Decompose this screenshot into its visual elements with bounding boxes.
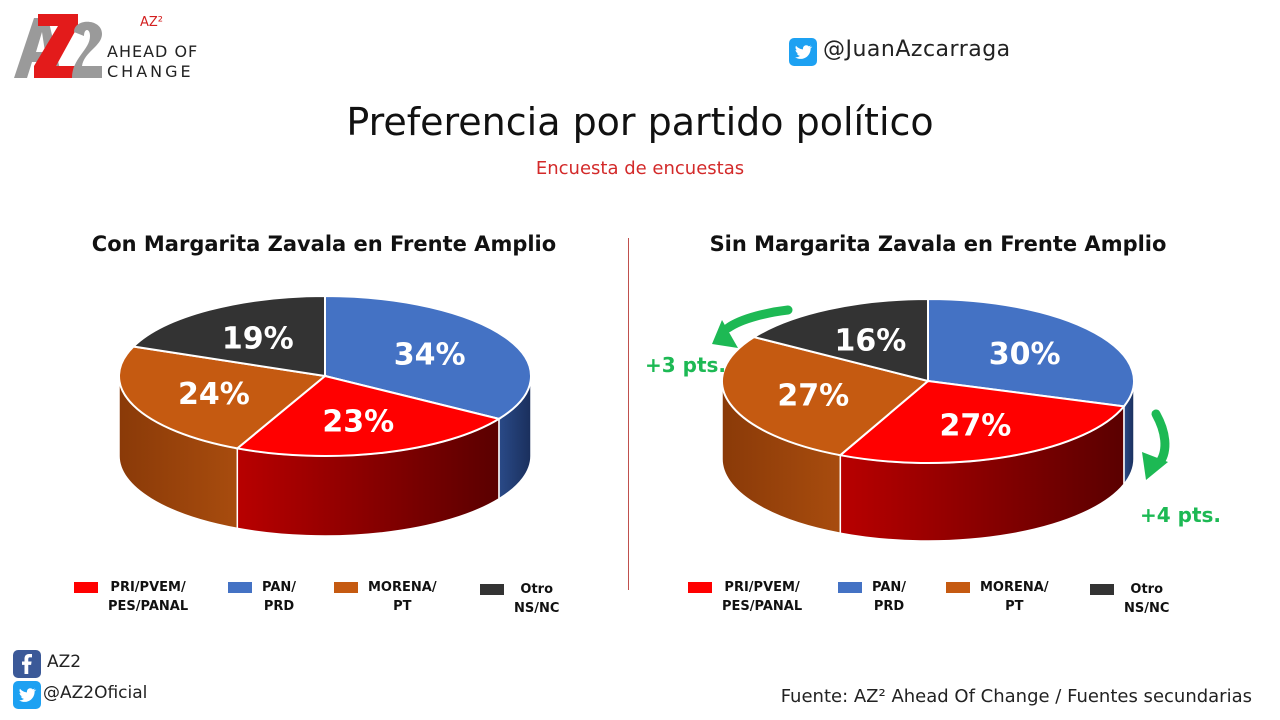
legend-label: PRI/PVEM/ PES/PANAL: [722, 580, 803, 614]
pie-slice-pri-pvem-pes-panal: [838, 379, 1126, 464]
legend-right-pri: PRI/PVEM/ PES/PANAL: [688, 578, 802, 616]
pie-slice-pri-pvem-pes-panal: [234, 374, 502, 457]
facebook-label: AZ2: [47, 652, 82, 672]
arrow-right-change: [1151, 409, 1170, 467]
legend-swatch: [946, 582, 970, 593]
legend-right-morena: MORENA/ PT: [946, 578, 1049, 616]
facebook-icon: [13, 650, 41, 678]
legend-label: Otro NS/NC: [514, 582, 560, 616]
chart-divider: [628, 238, 629, 590]
annotation-right: +4 pts.: [1140, 503, 1221, 527]
chart-title-right: Sin Margarita Zavala en Frente Amplio: [709, 232, 1167, 256]
pie-slice-otro-ns-nc: [751, 297, 929, 383]
arrow-right-head: [1142, 452, 1168, 480]
legend-swatch: [228, 582, 252, 593]
legend-swatch: [334, 582, 358, 593]
brand-line-1: AHEAD OF: [107, 42, 199, 61]
legend-swatch: [74, 582, 98, 593]
pie-data-label: 16%: [835, 323, 907, 358]
pie-data-label: 23%: [322, 405, 394, 440]
legend-label: MORENA/ PT: [368, 580, 437, 614]
pie-data-label: 34%: [394, 338, 466, 373]
legend-left-pan: PAN/ PRD: [228, 578, 296, 616]
pie-slice-pan-prd: [927, 297, 1135, 408]
chart-title-left: Con Margarita Zavala en Frente Amplio: [91, 232, 557, 256]
annotation-left: +3 pts.: [645, 353, 726, 377]
legend-swatch: [688, 582, 712, 593]
legend-label: MORENA/ PT: [980, 580, 1049, 614]
legend-right-otro: Otro NS/NC: [1090, 580, 1169, 618]
pie-data-label: 30%: [989, 337, 1061, 372]
legend-label: PAN/ PRD: [872, 580, 907, 614]
pie-right: 30% 27% 27% 16%: [721, 297, 1135, 542]
pie-data-label: 27%: [940, 409, 1012, 444]
pie-slice-morena-pt: [721, 335, 931, 457]
pie-data-label: 24%: [178, 377, 250, 412]
twitter-icon: [13, 681, 41, 709]
page-subtitle: Encuesta de encuestas: [535, 158, 745, 179]
pie-left: 34%23% 24% 19%: [118, 294, 532, 537]
legend-swatch: [838, 582, 862, 593]
legend-left-morena: MORENA/ PT: [334, 578, 437, 616]
brand-line-2: CHANGE: [107, 62, 194, 81]
twitter-label: @AZ2Oficial: [43, 683, 148, 703]
arrow-left-head: [712, 320, 738, 348]
pie-slice-morena-pt: [118, 345, 328, 450]
legend-swatch: [1090, 584, 1114, 595]
pie-slice-otro-ns-nc: [131, 294, 326, 378]
pie-data-label: 19%: [222, 322, 294, 357]
source-note: Fuente: AZ² Ahead Of Change / Fuentes se…: [780, 686, 1252, 707]
legend-label: PRI/PVEM/ PES/PANAL: [108, 580, 189, 614]
legend-label: PAN/ PRD: [262, 580, 297, 614]
az2-logo: [14, 14, 102, 78]
legend-left-otro: Otro NS/NC: [480, 580, 559, 618]
arrow-left-change: [723, 305, 793, 333]
legend-right-pan: PAN/ PRD: [838, 578, 906, 616]
brand-superscript: AZ²: [140, 15, 164, 30]
twitter-icon: [789, 38, 817, 66]
legend-label: Otro NS/NC: [1124, 582, 1170, 616]
legend-left-pri: PRI/PVEM/ PES/PANAL: [74, 578, 188, 616]
pie-data-label: 27%: [777, 378, 849, 413]
legend-swatch: [480, 584, 504, 595]
twitter-handle-top: @JuanAzcarraga: [823, 37, 1011, 62]
page-title: Preferencia por partido político: [346, 100, 934, 144]
